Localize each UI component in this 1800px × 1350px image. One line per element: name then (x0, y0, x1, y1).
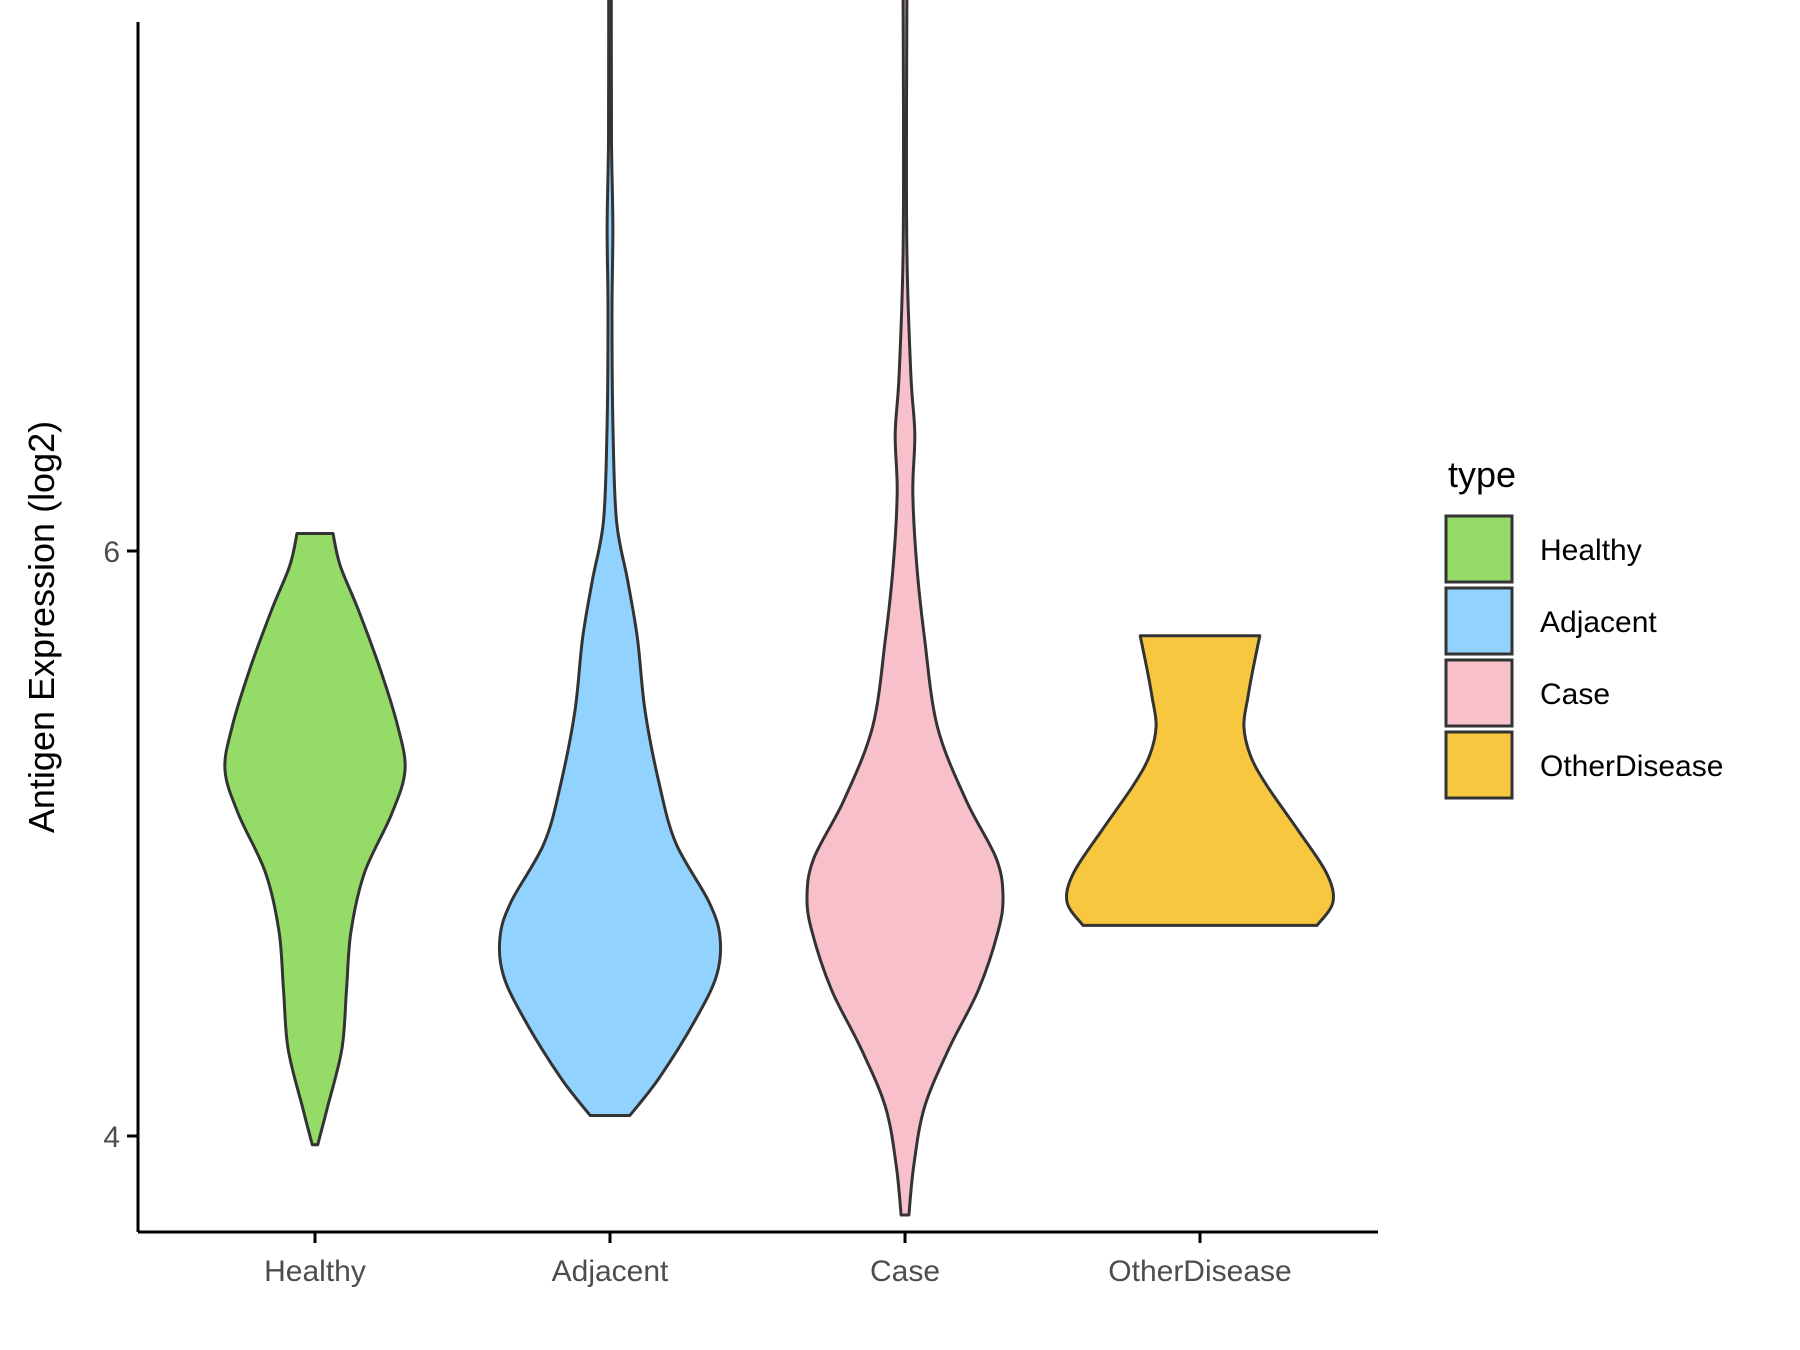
y-axis-title: Antigen Expression (log2) (21, 421, 62, 833)
x-tick-label: Case (870, 1255, 940, 1288)
legend-key-case (1444, 658, 1514, 728)
legend-key-adjacent (1444, 586, 1514, 656)
y-tick-label: 6 (103, 536, 120, 569)
legend: type Healthy Adjacent Case OtherDisease (1444, 454, 1723, 800)
legend-label: OtherDisease (1540, 750, 1723, 783)
x-tick-label: OtherDisease (1108, 1255, 1291, 1288)
legend-label: Adjacent (1540, 606, 1657, 639)
x-tick-label: Healthy (264, 1255, 366, 1288)
violin-otherdisease (1065, 634, 1335, 927)
violin-adjacent (497, 0, 723, 1117)
violin-healthy (223, 532, 407, 1147)
violins-group (223, 0, 1335, 1217)
violin-case (805, 0, 1005, 1217)
x-ticks: Healthy Adjacent Case OtherDisease (264, 1232, 1292, 1288)
legend-title: type (1448, 454, 1516, 495)
y-ticks: 46810 (103, 536, 138, 1154)
legend-key-otherdisease (1444, 730, 1514, 800)
legend-key-healthy (1444, 514, 1514, 584)
legend-label: Case (1540, 678, 1610, 711)
y-tick-label: 4 (103, 1121, 120, 1154)
legend-label: Healthy (1540, 534, 1642, 567)
x-tick-label: Adjacent (552, 1255, 669, 1288)
